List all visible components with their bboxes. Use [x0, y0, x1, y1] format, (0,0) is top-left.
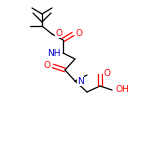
Text: O: O — [55, 28, 62, 38]
Text: NH: NH — [48, 50, 61, 58]
Text: N: N — [77, 76, 84, 85]
Text: O: O — [76, 28, 83, 38]
Text: OH: OH — [116, 85, 130, 94]
Text: O: O — [103, 69, 110, 78]
Text: O: O — [43, 60, 50, 69]
